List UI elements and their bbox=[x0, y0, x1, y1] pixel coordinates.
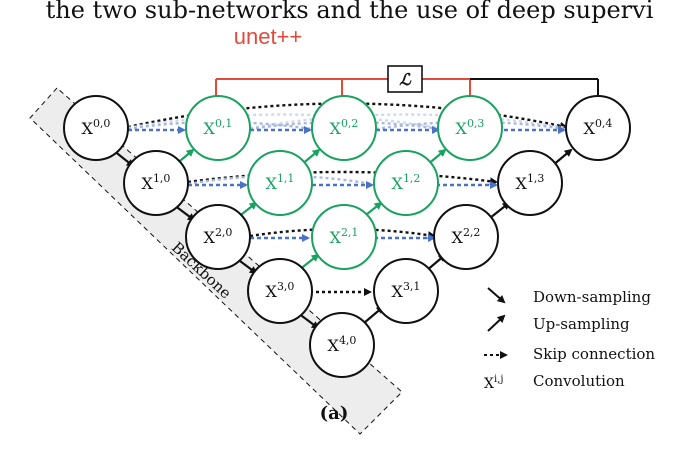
legend: Down-sampling Up-sampling Skip connectio… bbox=[484, 287, 655, 392]
node-circle bbox=[565, 95, 631, 161]
node-label: X0,0 bbox=[82, 117, 111, 138]
node-label: X0,3 bbox=[456, 117, 485, 138]
loss-box bbox=[387, 65, 423, 93]
node-label-base: X bbox=[204, 228, 216, 247]
node-x30: X3,0 bbox=[247, 258, 313, 324]
node-label: X3,0 bbox=[266, 280, 295, 301]
node-label-base: X bbox=[82, 119, 94, 138]
node-label-sup: 1,0 bbox=[153, 172, 171, 185]
node-circle bbox=[63, 95, 129, 161]
figure-caption: (a) bbox=[320, 403, 349, 424]
node-x01: X0,1 bbox=[185, 95, 251, 161]
node-label-sup: 0,2 bbox=[341, 117, 359, 130]
node-circle bbox=[185, 95, 251, 161]
header-text: the two sub-networks and the use of deep… bbox=[46, 0, 654, 24]
loss-symbol: ℒ bbox=[399, 70, 412, 89]
node-label-base: X bbox=[392, 174, 404, 193]
node-label-base: X bbox=[456, 119, 468, 138]
node-label: X2,2 bbox=[452, 226, 481, 247]
node-label: X4,0 bbox=[328, 334, 357, 355]
node-label-sup: 1,2 bbox=[403, 172, 421, 185]
node-x13: X1,3 bbox=[497, 150, 563, 216]
node-label: X0,1 bbox=[204, 117, 233, 138]
node-label-sup: 0,4 bbox=[595, 117, 613, 130]
node-circle bbox=[373, 150, 439, 216]
legend-conv-base: X bbox=[484, 376, 494, 392]
node-label: X1,1 bbox=[266, 172, 295, 193]
node-circle bbox=[309, 312, 375, 378]
node-circle bbox=[123, 150, 189, 216]
node-label: X0,2 bbox=[330, 117, 359, 138]
node-label-sup: 2,2 bbox=[463, 226, 481, 239]
node-label: X1,0 bbox=[142, 172, 171, 193]
node-label: X1,2 bbox=[392, 172, 421, 193]
node-circle bbox=[311, 95, 377, 161]
node-x04: X0,4 bbox=[565, 95, 631, 161]
node-label: X0,4 bbox=[584, 117, 613, 138]
node-label-sup: 3,1 bbox=[403, 280, 421, 293]
node-circle bbox=[311, 204, 377, 270]
legend-down-arrow bbox=[487, 287, 506, 304]
legend-up-label: Up-sampling bbox=[533, 315, 630, 333]
legend-skip-label: Skip connection bbox=[533, 345, 655, 363]
node-label-base: X bbox=[584, 119, 596, 138]
node-circle bbox=[247, 150, 313, 216]
node-circle bbox=[247, 258, 313, 324]
legend-conv-label: Convolution bbox=[533, 372, 625, 390]
node-label-base: X bbox=[204, 119, 216, 138]
node-x10: X1,0 bbox=[123, 150, 189, 216]
node-label-base: X bbox=[452, 228, 464, 247]
node-circle bbox=[185, 204, 251, 270]
node-x40: X4,0 bbox=[309, 312, 375, 378]
node-x12: X1,2 bbox=[373, 150, 439, 216]
legend-down-label: Down-sampling bbox=[533, 288, 651, 306]
node-label: X2,0 bbox=[204, 226, 233, 247]
node-label-sup: 4,0 bbox=[339, 334, 357, 347]
node-label-base: X bbox=[330, 119, 342, 138]
node-circle bbox=[433, 204, 499, 270]
legend-up-arrow bbox=[487, 314, 506, 332]
node-x00: X0,0 bbox=[63, 95, 129, 161]
node-x11: X1,1 bbox=[247, 150, 313, 216]
node-label-base: X bbox=[266, 174, 278, 193]
node-x21: X2,1 bbox=[311, 204, 377, 270]
node-label-sup: 1,3 bbox=[527, 172, 545, 185]
node-label: X3,1 bbox=[392, 280, 421, 301]
node-x20: X2,0 bbox=[185, 204, 251, 270]
node-label-base: X bbox=[392, 282, 404, 301]
node-label-sup: 0,3 bbox=[467, 117, 485, 130]
node-label-base: X bbox=[142, 174, 154, 193]
node-label-sup: 0,1 bbox=[215, 117, 233, 130]
node-x02: X0,2 bbox=[311, 95, 377, 161]
node-label: X1,3 bbox=[516, 172, 545, 193]
node-x22: X2,2 bbox=[433, 204, 499, 270]
node-x31: X3,1 bbox=[373, 258, 439, 324]
node-label-sup: 0,0 bbox=[93, 117, 111, 130]
node-x03: X0,3 bbox=[437, 95, 503, 161]
node-label-base: X bbox=[328, 336, 340, 355]
node-circle bbox=[437, 95, 503, 161]
node-label: X2,1 bbox=[330, 226, 359, 247]
legend-conv-sup: i,j bbox=[494, 374, 503, 385]
nodes: X0,0X1,0X2,0X3,0X4,0X0,1 X0,2 X0,3X1,1 X1,2… bbox=[63, 95, 631, 378]
node-label-sup: 2,1 bbox=[341, 226, 359, 239]
node-label-base: X bbox=[266, 282, 278, 301]
node-label-base: X bbox=[330, 228, 342, 247]
node-label-sup: 1,1 bbox=[277, 172, 295, 185]
node-circle bbox=[497, 150, 563, 216]
node-label-sup: 3,0 bbox=[277, 280, 295, 293]
legend-conv-symbol: Xi,j bbox=[484, 374, 503, 392]
loss-connections: ℒ bbox=[215, 65, 599, 105]
diagram-title: unet++ bbox=[234, 24, 303, 49]
node-label-sup: 2,0 bbox=[215, 226, 233, 239]
node-label-base: X bbox=[516, 174, 528, 193]
node-circle bbox=[373, 258, 439, 324]
